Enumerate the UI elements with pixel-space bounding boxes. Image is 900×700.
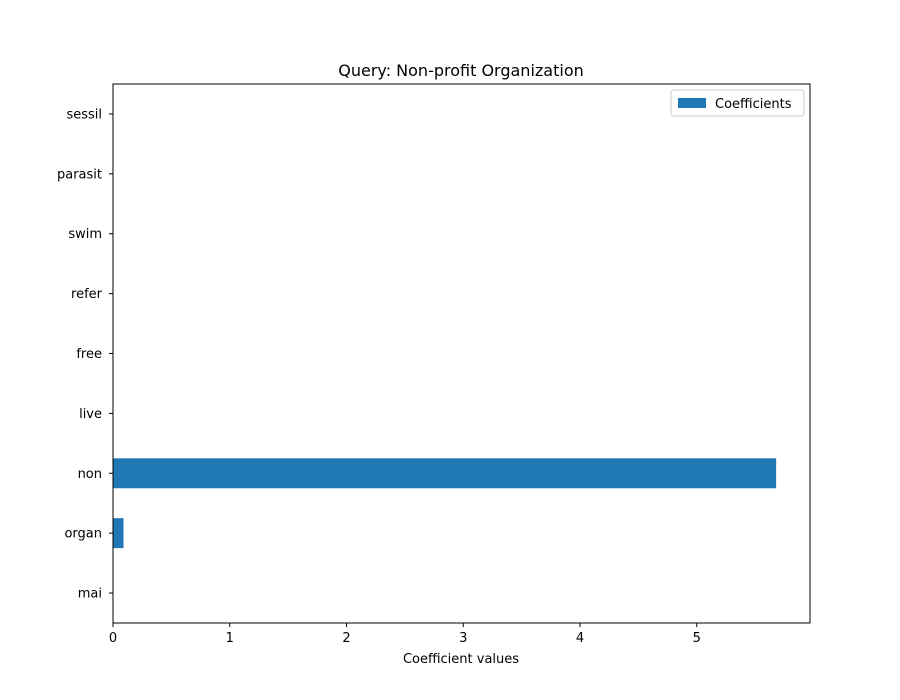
x-axis-label: Coefficient values	[403, 652, 519, 667]
bar-non	[113, 458, 777, 489]
y-tick-label-refer: refer	[71, 287, 103, 302]
y-tick-label-non: non	[78, 467, 102, 482]
chart-title: Query: Non-profit Organization	[338, 61, 584, 80]
x-tick-label-2: 2	[342, 631, 350, 646]
y-axis: mai organ non live free refer swim parasit sessi…	[57, 107, 113, 602]
x-tick-label-1: 1	[226, 631, 234, 646]
x-tick-label-4: 4	[576, 631, 584, 646]
y-tick-label-organ: organ	[64, 527, 102, 542]
x-tick-label-5: 5	[693, 631, 701, 646]
x-axis: 0 1 2 3 4 5	[109, 623, 701, 646]
y-tick-label-swim: swim	[68, 227, 102, 242]
y-tick-label-live: live	[79, 407, 102, 422]
x-tick-label-3: 3	[459, 631, 467, 646]
bar-organ	[113, 518, 124, 549]
plot-frame	[112, 83, 811, 624]
y-tick-label-mai: mai	[78, 587, 102, 602]
y-tick-label-sessil: sessil	[66, 107, 102, 122]
bars-group	[113, 458, 777, 549]
y-tick-label-parasit: parasit	[57, 167, 102, 182]
legend-swatch	[678, 98, 706, 108]
legend: Coefficients	[670, 89, 805, 117]
y-tick-label-free: free	[76, 347, 102, 362]
legend-label: Coefficients	[715, 97, 792, 112]
legend-box	[670, 89, 805, 117]
x-tick-label-0: 0	[109, 631, 117, 646]
